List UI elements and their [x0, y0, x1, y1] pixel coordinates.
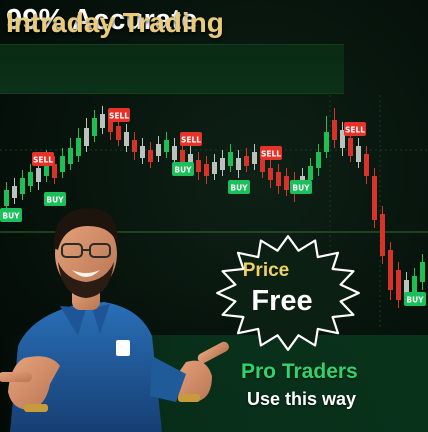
candle-body	[228, 152, 233, 166]
price-label: Price	[242, 260, 290, 281]
candle-body	[140, 146, 145, 158]
candle-body	[260, 160, 265, 172]
buy-tag	[404, 292, 426, 306]
buy-tag-label: BUY	[230, 184, 248, 193]
buy-tag	[44, 192, 66, 206]
candle-body	[84, 128, 89, 146]
sell-tag	[344, 122, 366, 136]
candle-body	[108, 120, 113, 132]
buy-tag	[172, 162, 194, 176]
candle-body	[236, 158, 241, 170]
candle-body	[276, 172, 281, 186]
buy-tag	[0, 208, 22, 222]
buy-tag-label: BUY	[406, 296, 424, 305]
free-label: Free	[251, 285, 313, 317]
candle-body	[332, 120, 337, 140]
candle-body	[188, 154, 193, 168]
sell-tag-label: SELL	[109, 112, 129, 121]
candle-body	[164, 140, 169, 152]
candle-body	[60, 156, 65, 172]
candle-body	[340, 130, 345, 148]
sell-tag-label: SELL	[181, 136, 201, 145]
candle-body	[4, 190, 9, 206]
sell-tag	[180, 132, 202, 146]
candle-body	[364, 154, 369, 176]
candle-body	[172, 146, 177, 160]
buy-tag-label: BUY	[174, 166, 192, 175]
buy-tag	[228, 180, 250, 194]
candle-body	[68, 148, 73, 164]
starburst-badge	[216, 235, 360, 351]
use-this-way-label: Use this way	[247, 389, 357, 409]
candle-body	[252, 152, 257, 164]
candle-body	[132, 140, 137, 152]
sell-tag	[108, 108, 130, 122]
pro-traders-label: Pro Traders	[241, 360, 358, 383]
candle-body	[44, 160, 49, 176]
buy-tag-label: BUY	[292, 184, 310, 193]
headline-band	[0, 44, 344, 94]
candle-body	[156, 144, 161, 156]
candle-body	[372, 176, 377, 220]
candle-body	[220, 158, 225, 170]
candle-body	[12, 186, 17, 198]
sell-tag	[260, 146, 282, 160]
candle-body	[316, 152, 321, 168]
candle-body	[180, 150, 185, 164]
presenter-photo	[0, 208, 229, 432]
candle-body	[196, 160, 201, 172]
candle-body	[76, 138, 81, 156]
candle-body	[308, 166, 313, 180]
candle-body	[348, 138, 353, 156]
candle-body	[92, 118, 97, 136]
candle-body	[380, 214, 385, 256]
headline-line1: 99% Accurate	[6, 4, 198, 36]
sell-tag-label: SELL	[345, 126, 365, 135]
candle-body	[244, 156, 249, 166]
candle-body	[28, 172, 33, 186]
candle-body	[356, 146, 361, 162]
candle-body	[420, 262, 425, 282]
candle-body	[20, 178, 25, 194]
candle-body	[100, 114, 105, 128]
candle-body	[412, 276, 417, 292]
candle-body	[284, 176, 289, 190]
candle-body	[396, 270, 401, 300]
buy-tag	[290, 180, 312, 194]
headline-line2: Intraday Trading	[6, 7, 224, 38]
buy-tag-label: BUY	[46, 196, 64, 205]
sell-tag-label: SELL	[33, 156, 53, 165]
candle-body	[268, 168, 273, 180]
candle-body	[124, 132, 129, 146]
buy-tag-label: BUY	[2, 212, 20, 221]
candle-body	[52, 164, 57, 178]
candle-body	[148, 150, 153, 162]
candle-body	[324, 132, 329, 152]
candle-body	[212, 162, 217, 174]
candle-body	[204, 164, 209, 176]
candle-body	[116, 126, 121, 140]
candle-body	[36, 168, 41, 182]
sell-tag-label: SELL	[261, 150, 281, 159]
candle-body	[404, 280, 409, 296]
candle-body	[388, 250, 393, 290]
sell-tag	[32, 152, 54, 166]
